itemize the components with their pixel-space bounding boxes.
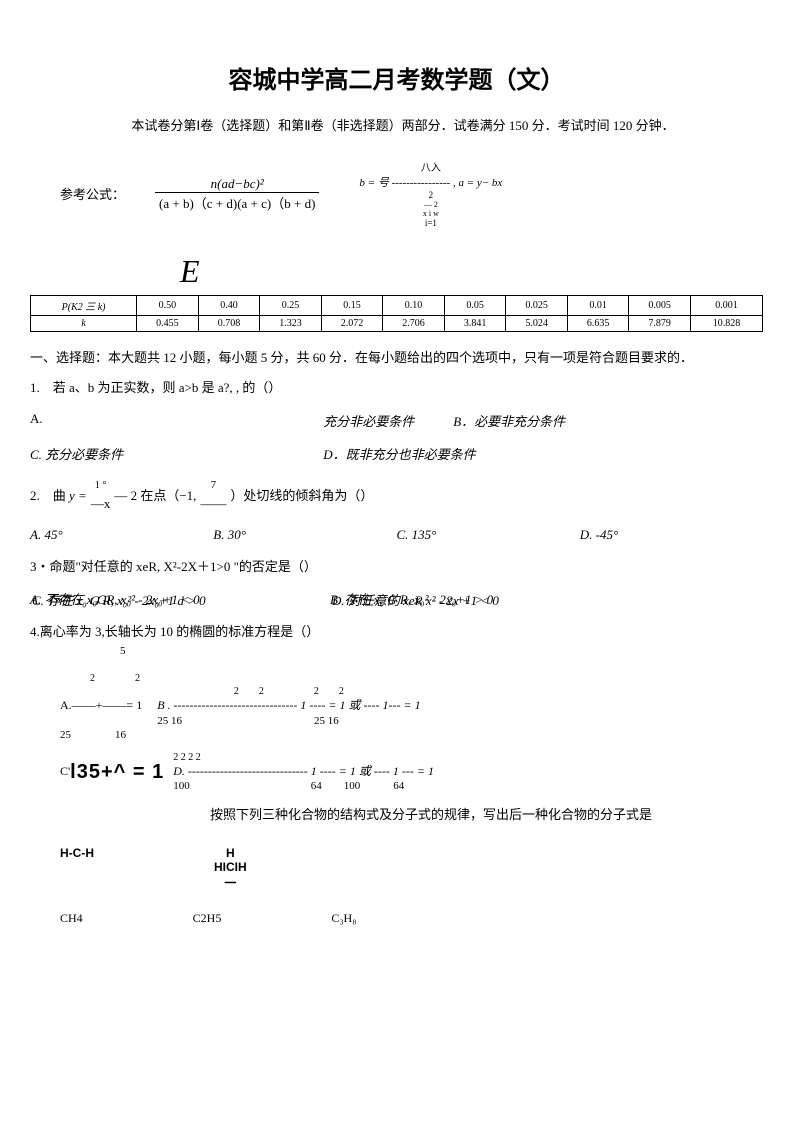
- table-cell: 0.708: [198, 316, 260, 332]
- table-cell: 7.879: [629, 316, 691, 332]
- formula-tail: a = y− bx: [458, 177, 502, 189]
- table-cell: 0.10: [383, 296, 445, 316]
- table-head-pk: P(K2 三 k): [31, 296, 137, 316]
- q1-optD-label: D: [323, 447, 332, 462]
- q2-frac2-bot: ——: [200, 494, 226, 515]
- chem-label-1: CH4: [60, 911, 83, 926]
- q2-tail: — 2 在点（−1,: [114, 486, 196, 507]
- q2-frac-mid: —x: [91, 494, 111, 515]
- page-title: 容城中学高二月考数学题（文）: [30, 60, 763, 95]
- table-cell: 0.15: [321, 296, 383, 316]
- table-cell: 0.001: [690, 296, 762, 316]
- q2-optA: A. 45°: [30, 527, 213, 543]
- q2-y: y =: [69, 486, 87, 507]
- q1-optC: 充分必要条件: [45, 447, 123, 462]
- q1-optD: ．既非充分也非必要条件: [333, 447, 476, 462]
- table-cell: 1.323: [260, 316, 322, 332]
- q4-options: 2 2 A.——+——= 1 2 2 2 2 B . -------------…: [60, 672, 763, 793]
- q4-rowB-sub: 25 16 25 16: [157, 714, 420, 728]
- q2-optB: B. 30°: [213, 527, 396, 543]
- q4-rowD: D. ------------------------------ 1 ----…: [173, 764, 434, 778]
- chem-struct-2: H HICIH 一: [214, 846, 247, 891]
- intro-text: 本试卷分第Ⅰ卷（选择题）和第Ⅱ卷（非选择题）两部分．试卷满分 150 分．考试时…: [30, 115, 763, 134]
- chem-label-2: C2H5: [193, 911, 222, 926]
- table-cell: 0.40: [198, 296, 260, 316]
- chem-label-3: C₃H₈: [331, 911, 356, 926]
- chem-structures: H-C-H H HICIH 一: [60, 846, 763, 891]
- table-head-k: k: [31, 316, 137, 332]
- table-cell: 2.072: [321, 316, 383, 332]
- table-cell: 0.025: [506, 296, 568, 316]
- table-cell: 0.455: [137, 316, 199, 332]
- q4-rowC-label: C': [60, 764, 70, 780]
- section-heading: 一、选择题：本大题共 12 小题，每小题 5 分，共 60 分．在每小题给出的四…: [30, 347, 763, 366]
- sigma-b: b: [359, 177, 365, 189]
- table-cell: 0.05: [444, 296, 506, 316]
- question-2: 2. 曲 y = 1 ° —x — 2 在点（−1, 7 —— ）处切线的倾斜角…: [30, 477, 763, 515]
- q1-options-2: C. 充分必要条件 D．既非充分也非必要条件: [30, 444, 763, 463]
- chem-labels: CH4 C2H5 C₃H₈: [60, 911, 763, 926]
- q4-rowA-sup: 2 2: [90, 672, 763, 685]
- q4-sub5: 5: [120, 643, 763, 661]
- sigma-sub: 2: [359, 190, 502, 200]
- q4-rowC-big: l35+^ = 1: [70, 759, 164, 785]
- sigma-bot: i=1: [359, 218, 502, 228]
- chem-struct-1: H-C-H: [60, 846, 94, 891]
- q1-optA: 充分非必要条件: [323, 414, 414, 429]
- sigma-top: 八入: [359, 159, 502, 174]
- table-cell: 0.50: [137, 296, 199, 316]
- q1-optA-label: A.: [30, 411, 43, 426]
- q2-optC: C. 135°: [397, 527, 580, 543]
- sigma-side: — 2 x i w: [359, 200, 502, 218]
- question-1: 1. 若 a、b 为正实数，则 a>b 是 a?, , 的（）: [30, 378, 763, 399]
- q2-frac-top: 1 °: [91, 478, 111, 494]
- table-row: P(K2 三 k) 0.50 0.40 0.25 0.15 0.10 0.05 …: [31, 296, 763, 316]
- q4-rowD-sub: 100 64 100 64: [173, 779, 434, 793]
- probability-table: P(K2 三 k) 0.50 0.40 0.25 0.15 0.10 0.05 …: [30, 295, 763, 332]
- q4-rowB-sup: 2 2 2 2: [157, 685, 420, 698]
- frac-numerator: n(ad−bc)²: [155, 176, 319, 193]
- q3-options: A. 不存在 x₀GR, x₀² - 2x₀+1 < 0 C. 存在 x₀ G …: [30, 590, 763, 610]
- formula-row: 参考公式： n(ad−bc)² (a + b)（c + d)(a + c)（b …: [60, 159, 733, 228]
- q4-rowD-sup: 2 2 2 2: [173, 751, 434, 764]
- q2-options: A. 45° B. 30° C. 135° D. -45°: [30, 527, 763, 543]
- q4-rowA-sub: 25 16: [60, 728, 763, 742]
- q2-tail2: ）处切线的倾斜角为（）: [230, 486, 373, 507]
- q3-optD: D. 对任意的 xeR x² - 2x +1 < 0: [332, 591, 499, 612]
- q2-optD: D. -45°: [580, 527, 763, 543]
- expectation-e: E: [180, 253, 763, 290]
- frac-denominator: (a + b)（c + d)(a + c)（b + d): [155, 193, 319, 212]
- question-5: 按照下列三种化合物的结构式及分子式的规律，写出后一种化合物的分子式是: [210, 805, 763, 826]
- q4-rowB: B . ------------------------------- 1 --…: [157, 698, 420, 712]
- q1-options: A. 充分非必要条件 B．必要非充分条件: [30, 411, 763, 430]
- formula-label: 参考公式：: [60, 184, 125, 203]
- question-4: 4.离心率为 3,长轴长为 10 的椭圆的标准方程是（） 5: [30, 622, 763, 660]
- question-3: 3・命题"对任意的 xeR, X²-2X＋1>0 "的否定是（）: [30, 557, 763, 578]
- table-cell: 2.706: [383, 316, 445, 332]
- q1-optC-label: C.: [30, 447, 42, 462]
- q1-optB-label: B: [453, 414, 461, 429]
- formula-fraction: n(ad−bc)² (a + b)（c + d)(a + c)（b + d): [155, 176, 319, 212]
- q1-optB: ．必要非充分条件: [461, 414, 565, 429]
- table-cell: 0.25: [260, 296, 322, 316]
- table-cell: 6.635: [567, 316, 629, 332]
- table-cell: 3.841: [444, 316, 506, 332]
- table-cell: 0.005: [629, 296, 691, 316]
- q2-frac2-top: 7: [200, 477, 226, 495]
- table-row: k 0.455 0.708 1.323 2.072 2.706 3.841 5.…: [31, 316, 763, 332]
- sigma-block: 八入 b = 号 ---------------- , a = y− bx 2 …: [359, 159, 502, 228]
- table-cell: 0.01: [567, 296, 629, 316]
- q3-optC: C. 存在 x₀ G R, x₀² - 2x₀+1 d > 0: [32, 591, 206, 612]
- q2-pre: 2. 曲: [30, 486, 66, 507]
- q4-rowA: A.——+——= 1: [60, 699, 142, 713]
- table-cell: 5.024: [506, 316, 568, 332]
- table-cell: 10.828: [690, 316, 762, 332]
- sigma-eq: = 号 ---------------- ,: [368, 177, 456, 189]
